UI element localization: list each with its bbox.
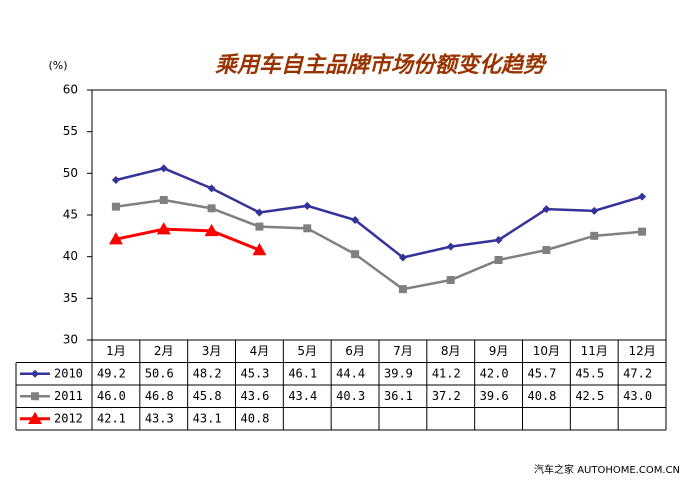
data-point bbox=[638, 192, 647, 201]
data-point bbox=[542, 205, 551, 214]
data-point bbox=[398, 253, 407, 262]
chart-title: 乘用车自主品牌市场份额变化趋势 bbox=[215, 52, 548, 78]
data-point bbox=[255, 222, 264, 231]
legend-label: 2012 bbox=[54, 411, 83, 425]
table-value: 46.0 bbox=[97, 389, 126, 403]
table-value: 43.6 bbox=[241, 389, 270, 403]
data-point bbox=[351, 216, 360, 224]
table-value: 41.2 bbox=[432, 366, 461, 380]
y-tick-label: 45 bbox=[63, 208, 78, 222]
y-tick-label: 40 bbox=[63, 249, 78, 263]
data-point bbox=[590, 206, 599, 215]
data-point bbox=[207, 204, 216, 213]
table-value: 42.1 bbox=[97, 411, 126, 425]
x-tick-label: 10月 bbox=[533, 344, 560, 358]
data-point bbox=[204, 223, 219, 237]
table-value: 45.5 bbox=[575, 366, 604, 380]
table-value: 42.5 bbox=[575, 389, 604, 403]
x-tick-label: 5月 bbox=[297, 344, 317, 358]
x-tick-label: 4月 bbox=[250, 344, 270, 358]
data-point bbox=[494, 236, 503, 244]
table-value: 48.2 bbox=[193, 366, 222, 380]
table-value: 43.3 bbox=[145, 411, 174, 425]
y-tick-label: 30 bbox=[63, 333, 78, 347]
table-value: 36.1 bbox=[384, 389, 413, 403]
legend-label: 2011 bbox=[54, 389, 83, 403]
data-point bbox=[252, 243, 267, 256]
data-point bbox=[108, 232, 123, 245]
table-value: 45.3 bbox=[241, 366, 270, 380]
table-value: 39.6 bbox=[480, 389, 509, 403]
y-unit: (%) bbox=[48, 59, 67, 72]
data-point bbox=[303, 201, 312, 210]
table-value: 50.6 bbox=[145, 366, 174, 380]
table-value: 45.8 bbox=[193, 389, 222, 403]
series-line bbox=[115, 167, 643, 259]
data-point bbox=[159, 196, 168, 204]
table-value: 49.2 bbox=[97, 366, 126, 380]
legend-marker bbox=[31, 392, 39, 401]
data-point bbox=[303, 224, 312, 233]
table-value: 43.1 bbox=[193, 411, 222, 425]
table-value: 40.8 bbox=[241, 411, 270, 425]
table-value: 45.7 bbox=[528, 366, 557, 380]
data-point bbox=[351, 250, 360, 259]
x-tick-label: 9月 bbox=[489, 344, 509, 358]
table-value: 40.3 bbox=[336, 389, 365, 403]
table-value: 37.2 bbox=[432, 389, 461, 403]
y-tick-label: 50 bbox=[63, 166, 78, 180]
data-point bbox=[446, 276, 455, 284]
data-point bbox=[207, 184, 216, 193]
legend-marker bbox=[28, 411, 42, 424]
x-tick-label: 8月 bbox=[441, 344, 461, 358]
data-point bbox=[111, 202, 120, 211]
data-point bbox=[398, 285, 407, 294]
data-point bbox=[494, 256, 503, 264]
x-tick-label: 2月 bbox=[154, 344, 174, 358]
data-point bbox=[111, 176, 120, 184]
series-line bbox=[115, 227, 260, 252]
x-tick-label: 6月 bbox=[345, 344, 365, 358]
data-point bbox=[590, 231, 599, 240]
table-value: 44.4 bbox=[336, 366, 365, 380]
table-value: 39.9 bbox=[384, 366, 413, 380]
table-value: 43.0 bbox=[623, 389, 652, 403]
x-tick-label: 7月 bbox=[393, 344, 413, 358]
x-tick-label: 11月 bbox=[581, 344, 608, 358]
table-value: 46.8 bbox=[145, 389, 174, 403]
x-tick-label: 1月 bbox=[106, 344, 126, 358]
y-tick-label: 55 bbox=[63, 124, 78, 138]
data-point bbox=[156, 222, 171, 235]
data-point bbox=[446, 242, 455, 251]
table-value: 40.8 bbox=[528, 389, 557, 403]
series-line bbox=[115, 198, 643, 291]
table-value: 47.2 bbox=[623, 366, 652, 380]
data-point bbox=[255, 208, 264, 217]
table-value: 42.0 bbox=[480, 366, 509, 380]
plot-area bbox=[91, 89, 667, 341]
watermark: 汽车之家 AUTOHOME.COM.CN bbox=[534, 463, 680, 476]
data-point bbox=[638, 227, 647, 236]
y-tick-label: 35 bbox=[63, 291, 78, 305]
x-tick-label: 12月 bbox=[628, 344, 655, 358]
data-point bbox=[159, 164, 168, 173]
y-tick-label: 60 bbox=[63, 83, 78, 97]
legend-marker bbox=[31, 369, 39, 378]
x-tick-label: 3月 bbox=[202, 344, 222, 358]
legend-label: 2010 bbox=[54, 366, 83, 380]
table-value: 43.4 bbox=[288, 389, 317, 403]
data-point bbox=[542, 246, 551, 254]
table-value: 46.1 bbox=[288, 366, 317, 380]
